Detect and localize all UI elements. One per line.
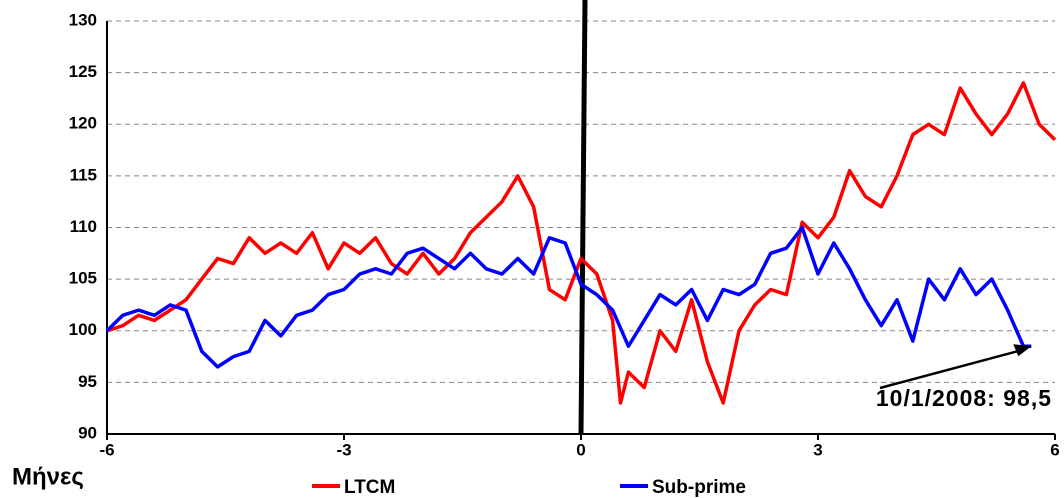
- x-tick-label: 0: [576, 440, 585, 459]
- annotation: 10/1/2008: 98,5: [876, 385, 1052, 411]
- y-tick-label: 130: [69, 10, 97, 29]
- legend-label: Sub-prime: [652, 477, 746, 498]
- y-tick-label: 90: [78, 423, 97, 442]
- y-tick-label: 125: [69, 62, 97, 81]
- y-tick-label: 115: [70, 165, 97, 184]
- annotation-arrowhead: [1013, 344, 1032, 357]
- x-tick-label: 3: [813, 440, 822, 459]
- y-tick-label: 120: [69, 114, 97, 133]
- y-tick-label: 105: [69, 269, 97, 288]
- x-tick-label: -6: [99, 440, 114, 459]
- legend-label: LTCM: [344, 477, 395, 498]
- x-tick-label: 6: [1050, 440, 1059, 459]
- x-tick-label: -3: [336, 440, 351, 459]
- y-tick-label: 100: [69, 320, 97, 339]
- series-line: [106, 81, 1057, 405]
- series-line: [105, 225, 1032, 369]
- y-tick-label: 110: [70, 217, 97, 236]
- reference-line: [578, 0, 588, 435]
- y-tick-label: 95: [78, 372, 97, 391]
- x-axis-label: Μήνες: [12, 463, 84, 490]
- annotation-arrow: [879, 349, 1022, 390]
